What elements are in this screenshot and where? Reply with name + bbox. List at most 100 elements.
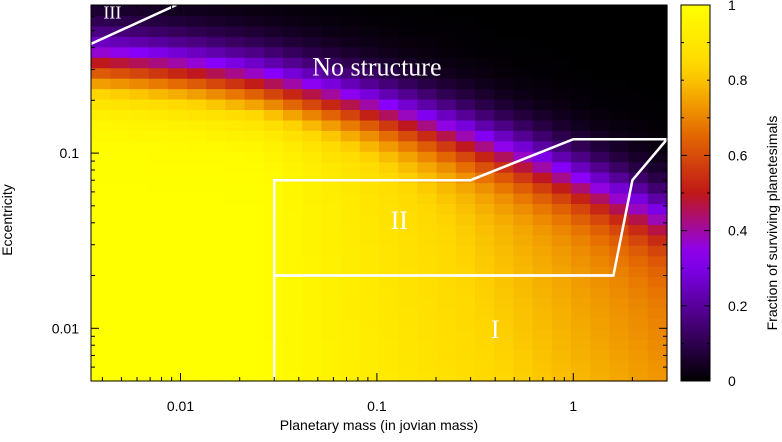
heatmap-cell <box>244 130 265 142</box>
heatmap-cell <box>340 15 361 27</box>
heatmap-cell <box>475 109 495 121</box>
heatmap-cell <box>398 370 418 382</box>
heatmap-cell <box>167 25 188 37</box>
heatmap-cell <box>340 224 361 236</box>
heatmap-cell <box>398 266 418 278</box>
heatmap-cell <box>321 182 342 194</box>
heatmap-cell <box>91 36 111 48</box>
heatmap-cell <box>225 297 246 309</box>
heatmap-cell <box>590 25 610 37</box>
heatmap-cell <box>244 339 265 351</box>
heatmap-cell <box>187 307 207 319</box>
heatmap-cell <box>532 109 553 121</box>
heatmap-cell <box>532 234 553 246</box>
heatmap-cell <box>609 88 630 100</box>
heatmap-cell <box>148 276 169 288</box>
heatmap-cell <box>244 46 265 58</box>
heatmap-cell <box>436 349 457 361</box>
heatmap-cell <box>167 67 188 79</box>
heatmap-cell <box>455 193 476 205</box>
x-axis-ticks: 0.01 0.1 1 <box>101 5 668 414</box>
heatmap-cell <box>321 349 342 361</box>
heatmap-cell <box>321 109 342 121</box>
heatmap-cell <box>167 255 188 267</box>
heatmap-cell <box>225 140 246 152</box>
heatmap-cell <box>532 172 553 184</box>
heatmap-cell <box>148 255 169 267</box>
heatmap-cell <box>494 78 514 90</box>
heatmap-cell <box>532 349 553 361</box>
heatmap-cell <box>513 130 534 142</box>
heatmap-cell <box>359 234 380 246</box>
heatmap-cell <box>148 370 169 382</box>
heatmap-cell <box>167 213 188 225</box>
heatmap-cell <box>206 172 226 184</box>
heatmap-cell <box>148 78 169 90</box>
heatmap-cell <box>148 287 169 299</box>
heatmap-cell <box>225 99 246 111</box>
heatmap-cell <box>494 339 514 351</box>
heatmap-cell <box>225 234 246 246</box>
heatmap-cell <box>647 15 668 27</box>
heatmap-cell <box>628 172 649 184</box>
heatmap-cell <box>513 182 534 194</box>
heatmap-cell <box>436 78 457 90</box>
heatmap-cell <box>455 276 476 288</box>
heatmap-cell <box>283 182 303 194</box>
heatmap-cell <box>340 88 361 100</box>
heatmap-cell <box>398 25 418 37</box>
heatmap-cell <box>513 328 534 340</box>
heatmap-cell <box>110 255 130 267</box>
heatmap-cell <box>91 297 111 309</box>
heatmap-cell <box>628 140 649 152</box>
heatmap-cell <box>398 46 418 58</box>
heatmap-cell <box>359 193 380 205</box>
heatmap-cell <box>244 234 265 246</box>
heatmap-cell <box>110 349 130 361</box>
heatmap-cell <box>283 5 303 17</box>
heatmap-cell <box>379 5 399 17</box>
heatmap-cell <box>379 266 399 278</box>
heatmap-cell <box>187 78 207 90</box>
heatmap-cell <box>609 36 630 48</box>
heatmap-cell <box>417 276 438 288</box>
heatmap-cell <box>110 57 130 69</box>
heatmap-cell <box>244 349 265 361</box>
heatmap-cell <box>302 339 322 351</box>
heatmap-cell <box>187 339 207 351</box>
heatmap-cell <box>283 36 303 48</box>
heatmap-cell <box>571 172 591 184</box>
heatmap-cell <box>340 234 361 246</box>
heatmap-cell <box>167 245 188 257</box>
heatmap-cell <box>225 57 246 69</box>
heatmap-cell <box>206 224 226 236</box>
heatmap-cell <box>398 172 418 184</box>
heatmap-cell <box>590 88 610 100</box>
heatmap-cell <box>571 67 591 79</box>
heatmap-cell <box>475 276 495 288</box>
heatmap-cell <box>551 234 572 246</box>
heatmap-cell <box>263 78 284 90</box>
heatmap-cell <box>551 172 572 184</box>
heatmap-cell <box>532 287 553 299</box>
heatmap-cell <box>283 213 303 225</box>
heatmap-cell <box>494 99 514 111</box>
heatmap-cell <box>359 276 380 288</box>
heatmap-cell <box>647 213 668 225</box>
heatmap-cell <box>340 78 361 90</box>
heatmap-cell <box>129 203 150 215</box>
heatmap-cell <box>513 297 534 309</box>
heatmap-cell <box>571 130 591 142</box>
heatmap-cell <box>206 213 226 225</box>
heatmap-cell <box>398 203 418 215</box>
heatmap-cell <box>206 151 226 163</box>
heatmap-cell <box>590 213 610 225</box>
region-label-i: I <box>491 315 500 344</box>
heatmap-cell <box>532 360 553 372</box>
heatmap-cell <box>436 25 457 37</box>
heatmap-cell <box>417 328 438 340</box>
heatmap-cell <box>417 297 438 309</box>
heatmap-cell <box>129 99 150 111</box>
heatmap-cell <box>590 266 610 278</box>
heatmap-cell <box>379 360 399 372</box>
